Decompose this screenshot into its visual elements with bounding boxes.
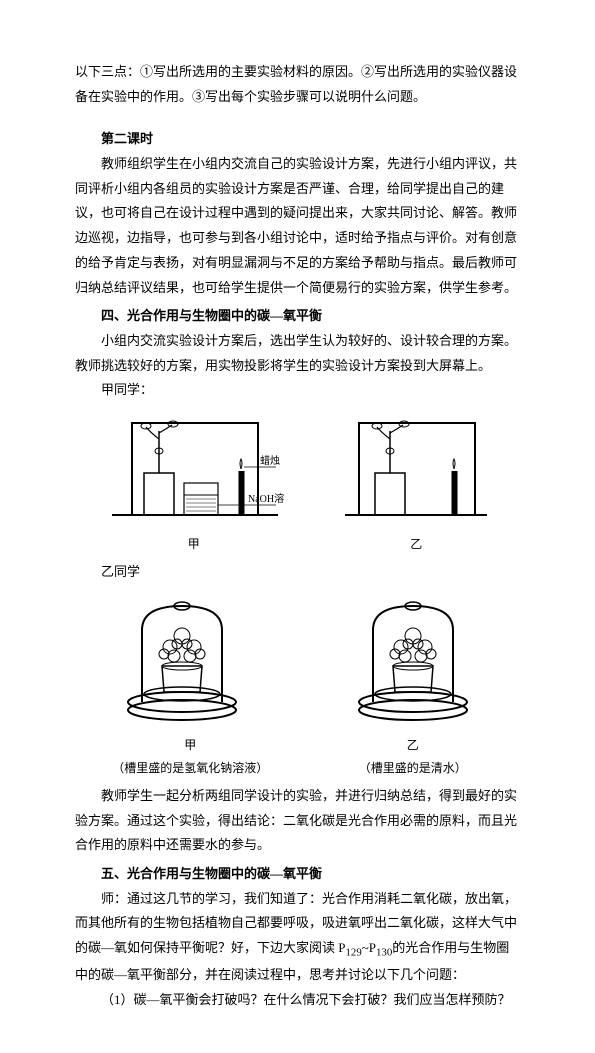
- fig2-yi-label: 乙: [343, 734, 483, 757]
- section5-title: 五、光合作用与生物圈中的碳—氧平衡: [75, 862, 520, 887]
- intro-text: 以下三点：①写出所选用的主要实验材料的原因。②写出所选用的实验仪器设备在实验中的…: [75, 60, 520, 109]
- section5-para1: 师：通过这几节的学习，我们知道了：光合作用消耗二氧化碳，放出氧，而其他所有的生物…: [75, 887, 520, 988]
- student-jia-label: 甲同学：: [75, 378, 520, 403]
- section4-para: 小组内交流实验设计方案后，选出学生认为较好的、设计较合理的方案。教师挑选较好的方…: [75, 329, 520, 378]
- section4-title: 四、光合作用与生物圈中的碳—氧平衡: [75, 304, 520, 329]
- conclusion4-para: 教师学生一起分析两组同学设计的实验，并进行归纳总结，得到最好的实验方案。通过这个…: [75, 784, 520, 858]
- diagram-jia-1: 蜡烛 NaOH溶液: [104, 411, 284, 531]
- figure1-jia: 蜡烛 NaOH溶液 甲: [104, 411, 284, 556]
- student-yi-label: 乙同学: [75, 560, 520, 585]
- figure2-row: 甲 （槽里盛的是氢氧化钠溶液） 乙 （槽里盛的是清水）: [75, 592, 520, 780]
- figure1-yi: 乙: [341, 411, 491, 556]
- sub2: 130: [376, 947, 392, 959]
- fig2-yi-caption: （槽里盛的是清水）: [343, 757, 483, 780]
- diagram-yi-2: [343, 592, 483, 732]
- diagram-jia-2: [112, 592, 252, 732]
- figure2-jia: 甲 （槽里盛的是氢氧化钠溶液）: [112, 592, 268, 780]
- fig2-jia-label: 甲: [112, 734, 268, 757]
- spacer: [75, 109, 520, 119]
- period2-title: 第二课时: [75, 127, 520, 152]
- figure2-yi: 乙 （槽里盛的是清水）: [343, 592, 483, 780]
- page-container: 以下三点：①写出所选用的主要实验材料的原因。②写出所选用的实验仪器设备在实验中的…: [0, 0, 595, 1053]
- fig1-jia-label: 甲: [104, 533, 284, 556]
- section5-q1: （1）碳—氧平衡会打破吗？在什么情况下会打破？我们应当怎样预防？: [75, 988, 520, 1013]
- diagram-yi-1: [341, 411, 491, 531]
- figure1-row: 蜡烛 NaOH溶液 甲 乙: [75, 411, 520, 556]
- sub1: 129: [345, 947, 361, 959]
- tilde: ~P: [362, 940, 376, 955]
- fig1-yi-label: 乙: [341, 533, 491, 556]
- candle-label: 蜡烛: [260, 454, 280, 467]
- naoh-label: NaOH溶液: [248, 492, 284, 505]
- period2-para: 教师组织学生在小组内交流自己的实验设计方案，先进行小组内评议，共同评析小组内各组…: [75, 152, 520, 300]
- fig2-jia-caption: （槽里盛的是氢氧化钠溶液）: [112, 757, 268, 780]
